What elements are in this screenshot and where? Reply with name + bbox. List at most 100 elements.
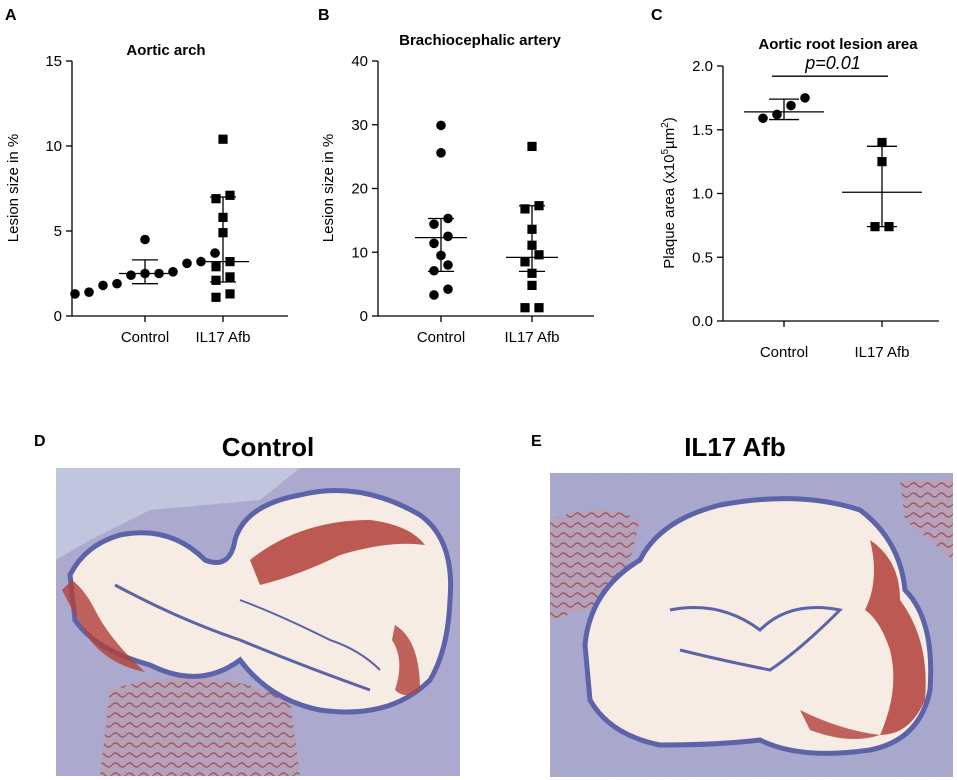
x-axis: Control IL17 Afb <box>723 320 939 361</box>
y-tick-label: 30 <box>351 117 368 134</box>
chart-brachiocephalic-artery: Brachiocephalic artery 0 10 20 30 40 Control… <box>320 32 594 346</box>
data-point <box>126 270 136 281</box>
data-point <box>182 258 192 269</box>
data-point <box>527 268 537 278</box>
x-tick-label: Control <box>760 344 808 361</box>
data-point <box>211 262 221 272</box>
panel-letter-c: C <box>651 7 663 24</box>
data-point <box>884 222 894 232</box>
chart-title: Aortic root lesion area <box>758 36 918 53</box>
data-point <box>429 265 439 276</box>
data-point <box>225 289 235 299</box>
data-point <box>877 137 887 148</box>
data-point <box>870 222 880 232</box>
data-point <box>786 100 796 111</box>
data-point <box>218 228 228 238</box>
y-axis-label: Plaque area (x105µm2) <box>660 117 678 269</box>
lesion-upper <box>250 520 425 585</box>
panel-letter-e: E <box>531 433 542 450</box>
y-axis-label: Lesion size in % <box>5 134 22 242</box>
valve-leaflet <box>239 599 381 671</box>
data-point <box>210 248 220 258</box>
y-axis-label: Lesion size in % <box>320 134 337 242</box>
data-point <box>527 141 537 152</box>
valve-leaflet <box>669 606 844 672</box>
data-point <box>443 231 453 242</box>
data-point <box>758 113 768 124</box>
data-point <box>443 284 453 295</box>
data-point <box>443 260 453 270</box>
data-marks <box>744 93 922 232</box>
data-point <box>98 280 108 291</box>
y-axis: 0.0 0.5 1.0 1.5 2.0 <box>692 58 724 330</box>
data-point <box>527 224 537 234</box>
y-tick-label: 10 <box>45 138 62 155</box>
data-point <box>218 212 228 222</box>
data-point <box>154 268 164 279</box>
significance-bracket: p=0.01 <box>772 53 888 77</box>
y-axis: 0 5 10 15 <box>45 53 73 325</box>
data-point <box>70 289 80 299</box>
x-tick-label: IL17 Afb <box>854 344 909 361</box>
y-label-part-3: ) <box>661 117 678 122</box>
data-point <box>527 240 537 250</box>
significance-label: p=0.01 <box>804 53 861 73</box>
chart-aortic-root-lesion-area: Aortic root lesion area 0.00.51.01.52.0 … <box>660 36 939 361</box>
x-tick-label: IL17 Afb <box>195 329 250 346</box>
lesion-left <box>62 580 145 672</box>
histology-image-il17-afb <box>550 473 953 777</box>
data-point <box>520 303 530 313</box>
y-label-sup-1: 5 <box>660 149 671 155</box>
data-point <box>877 157 887 167</box>
y-tick-label: 10 <box>351 244 368 261</box>
data-point <box>443 213 453 224</box>
y-tick-label: 0 <box>360 308 368 325</box>
y-tick-label: 0.5 <box>692 249 713 266</box>
lesion-right <box>865 540 926 735</box>
data-point <box>168 267 178 277</box>
chart-title: Aortic arch <box>126 42 205 59</box>
y-tick-label: 15 <box>45 53 62 70</box>
panel-letter-a: A <box>5 7 17 24</box>
y-tick-label: 20 <box>351 181 368 198</box>
data-point <box>534 303 544 313</box>
myocardium-region <box>56 468 300 560</box>
data-point <box>520 257 530 267</box>
y-label-part-2: µm <box>661 128 678 149</box>
data-point <box>211 292 221 302</box>
panel-letter-b: B <box>318 7 330 24</box>
data-point <box>429 290 439 300</box>
data-point <box>429 219 439 229</box>
data-point <box>225 272 235 282</box>
fibrous-region <box>100 677 300 776</box>
vessel-wall-outline <box>67 488 454 715</box>
data-point <box>772 109 782 120</box>
y-tick-label: 1.0 <box>692 186 713 203</box>
data-point <box>218 134 228 144</box>
data-marks <box>415 120 558 313</box>
x-axis: Control IL17 Afb <box>72 315 288 346</box>
lesion-right <box>392 625 420 695</box>
chart-aortic-arch: Aortic arch 0 5 10 15 Control IL17 Afb Lesio… <box>5 42 288 346</box>
data-point <box>112 278 122 289</box>
data-point <box>429 238 439 249</box>
data-point <box>436 250 446 261</box>
y-tick-label: 1.5 <box>692 122 713 139</box>
data-point <box>225 257 235 267</box>
fibrous-region <box>900 480 953 560</box>
chart-title: Brachiocephalic artery <box>399 32 561 49</box>
data-point <box>84 287 94 298</box>
histology-image-control <box>56 468 460 776</box>
y-tick-label: 0 <box>54 308 62 325</box>
data-point <box>436 148 446 158</box>
panel-letter-d: D <box>34 433 46 450</box>
data-point <box>800 93 810 103</box>
vessel-wall-outline <box>582 496 934 756</box>
photo-title-control: Control <box>222 432 314 462</box>
lumen <box>585 498 931 754</box>
x-axis: Control IL17 Afb <box>378 315 594 346</box>
lesion-lower <box>800 710 880 739</box>
y-label-sup-2: 2 <box>660 122 671 128</box>
y-tick-label: 0.0 <box>692 313 713 330</box>
